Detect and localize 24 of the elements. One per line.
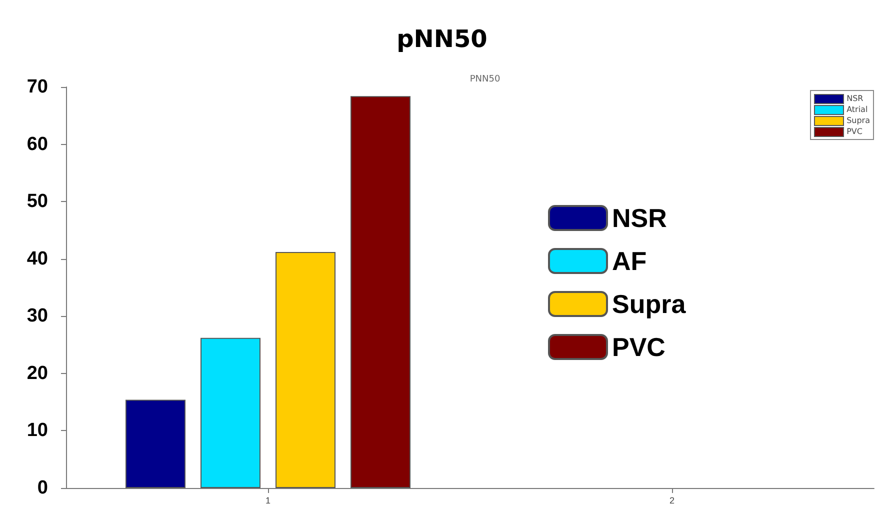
annotation: Atrial (846, 105, 868, 114)
x-tick-label: 2 (669, 496, 675, 506)
legend-label: Supra (612, 289, 686, 319)
annotation: Supra (846, 116, 870, 125)
annotation: PVC (846, 127, 862, 136)
x-tick-label: 1 (265, 496, 271, 506)
bar (276, 252, 336, 488)
y-tick-label: 10 (26, 420, 48, 442)
bar (126, 400, 186, 488)
chart-subtitle: PNN50 (470, 74, 500, 84)
legend-label: PVC (612, 332, 666, 362)
y-tick-label: 20 (26, 362, 48, 384)
legend-label: AF (612, 246, 647, 276)
y-tick-label: 70 (26, 76, 48, 98)
chart-title: pNN50 (396, 25, 488, 53)
y-tick-label: 40 (26, 248, 48, 270)
y-tick-label: 0 (37, 478, 48, 498)
y-tick-label: 60 (26, 134, 48, 155)
bar (350, 96, 410, 488)
y-tick-label: 30 (26, 306, 48, 327)
annotation: NSR (846, 94, 864, 103)
legend-label: NSR (612, 203, 668, 233)
y-tick-label: 50 (26, 191, 48, 212)
bar (200, 338, 260, 488)
